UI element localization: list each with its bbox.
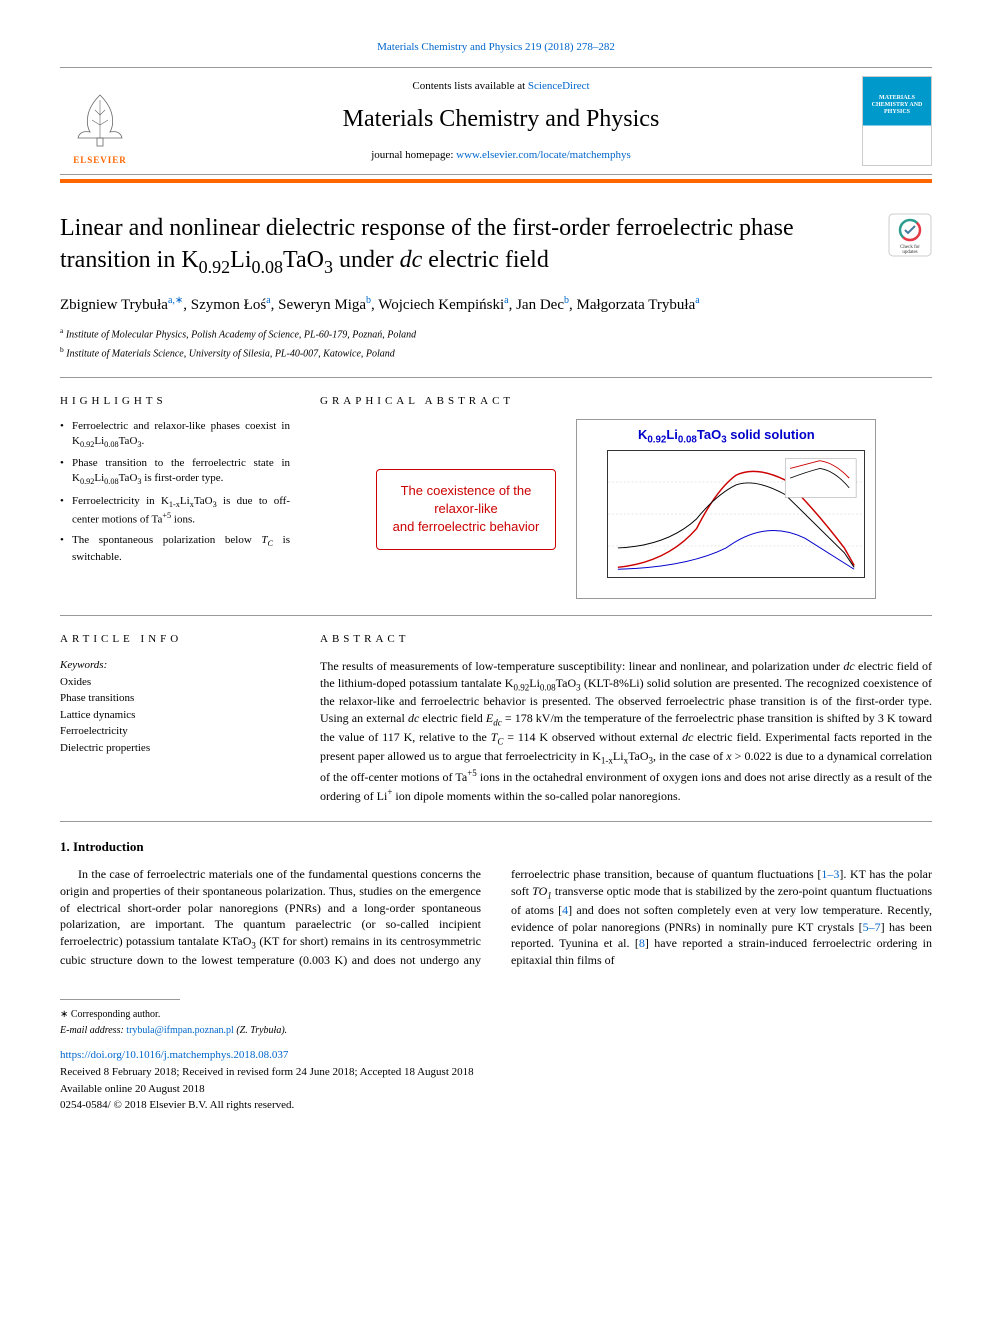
journal-header: ELSEVIER Contents lists available at Sci… [60,67,932,175]
author-affil-link[interactable]: a,∗ [168,295,183,306]
online-line: Available online 20 August 2018 [60,1082,932,1097]
ga-box-line: and ferroelectric behavior [393,518,540,536]
orange-divider [60,179,932,183]
footer-separator [60,999,180,1000]
ga-chart: K0.92Li0.08TaO3 solid solution [576,419,876,599]
highlight-item: Ferroelectric and relaxor-like phases co… [60,419,290,450]
doi-line: https://doi.org/10.1016/j.matchemphys.20… [60,1048,932,1063]
graphical-abstract: The coexistence of the relaxor-like and … [320,419,932,599]
highlight-item: The spontaneous polarization below TC is… [60,533,290,564]
article-info-label: ARTICLE INFO [60,632,290,647]
homepage-line: journal homepage: www.elsevier.com/locat… [140,148,862,163]
highlights-row: HIGHLIGHTS Ferroelectric and relaxor-lik… [60,394,932,599]
author-affil-link[interactable]: b [366,295,371,306]
article-title: Linear and nonlinear dielectric response… [60,213,872,278]
info-abstract-row: ARTICLE INFO Keywords: Oxides Phase tran… [60,632,932,805]
divider [60,821,932,822]
keyword: Dielectric properties [60,741,290,756]
author-affil-link[interactable]: b [564,295,569,306]
highlights-label: HIGHLIGHTS [60,394,290,409]
author: Małgorzata Trybułaa [577,297,700,313]
citation-header: Materials Chemistry and Physics 219 (201… [60,40,932,55]
corresponding-author: ∗ Corresponding author. [60,1008,932,1022]
ga-plot-area [607,450,865,578]
highlights-list: Ferroelectric and relaxor-like phases co… [60,419,290,564]
author-affil-link[interactable]: a [695,295,699,306]
affiliation: a Institute of Molecular Physics, Polish… [60,326,932,342]
author: Szymon Łośa [191,297,271,313]
authors-list: Zbigniew Trybułaa,∗, Szymon Łośa, Sewery… [60,293,932,317]
elsevier-tree-icon [70,90,130,150]
author: Wojciech Kempińskia [378,297,508,313]
article-info-column: ARTICLE INFO Keywords: Oxides Phase tran… [60,632,290,805]
keyword: Oxides [60,675,290,690]
copyright-line: 0254-0584/ © 2018 Elsevier B.V. All righ… [60,1098,932,1113]
keywords-label: Keywords: [60,658,290,673]
doi-link[interactable]: https://doi.org/10.1016/j.matchemphys.20… [60,1049,288,1061]
author-affil-link[interactable]: a [504,295,508,306]
abstract-column: ABSTRACT The results of measurements of … [320,632,932,805]
contents-prefix: Contents lists available at [412,80,527,92]
keyword: Ferroelectricity [60,724,290,739]
author-affil-link[interactable]: a [266,295,270,306]
graphical-abstract-column: GRAPHICAL ABSTRACT The coexistence of th… [320,394,932,599]
graphical-abstract-label: GRAPHICAL ABSTRACT [320,394,932,409]
divider [60,377,932,378]
title-text: electric field [422,247,549,273]
highlight-item: Phase transition to the ferroelectric st… [60,456,290,487]
homepage-link[interactable]: www.elsevier.com/locate/matchemphys [456,149,631,161]
title-row: Linear and nonlinear dielectric response… [60,213,932,278]
title-sub: 0.92 [199,256,231,276]
svg-text:updates: updates [902,250,917,255]
introduction-paragraph: In the case of ferroelectric materials o… [60,866,932,969]
title-text: TaO [283,247,324,273]
ga-box-line: relaxor-like [393,500,540,518]
contents-line: Contents lists available at ScienceDirec… [140,79,862,94]
title-sub: 0.08 [251,256,283,276]
ga-chart-title: K0.92Li0.08TaO3 solid solution [577,426,875,447]
ga-box-line: The coexistence of the [393,482,540,500]
citation-link[interactable]: Materials Chemistry and Physics 219 (201… [377,41,615,53]
homepage-prefix: journal homepage: [371,149,456,161]
header-center: Contents lists available at ScienceDirec… [140,79,862,163]
affiliation: b Institute of Materials Science, Univer… [60,345,932,361]
introduction-heading: 1. Introduction [60,838,932,856]
title-italic: dc [400,247,423,273]
highlight-item: Ferroelectricity in K1-xLixTaO3 is due t… [60,494,290,528]
cover-title: MATERIALS CHEMISTRY AND PHYSICS [867,95,927,115]
abstract-text: The results of measurements of low-tempe… [320,658,932,805]
title-text: Li [230,247,251,273]
keyword: Phase transitions [60,691,290,706]
keywords-list: Oxides Phase transitions Lattice dynamic… [60,675,290,756]
check-updates-badge[interactable]: Check for updates [888,213,932,257]
publisher-name: ELSEVIER [73,154,127,167]
title-sub: 3 [324,256,333,276]
publisher-logo: ELSEVIER [60,76,140,166]
email-label: E-mail address: [60,1025,126,1036]
author: Jan Decb [516,297,569,313]
highlights-column: HIGHLIGHTS Ferroelectric and relaxor-lik… [60,394,290,599]
email-suffix: (Z. Trybuła). [234,1025,287,1036]
abstract-label: ABSTRACT [320,632,932,647]
divider [60,615,932,616]
email-line: E-mail address: trybula@ifmpan.poznan.pl… [60,1024,932,1038]
title-text: under [333,247,400,273]
author: Seweryn Migab [278,297,371,313]
body-columns: In the case of ferroelectric materials o… [60,866,932,969]
author: Zbigniew Trybułaa,∗ [60,297,183,313]
dates-line: Received 8 February 2018; Received in re… [60,1065,932,1080]
keyword: Lattice dynamics [60,708,290,723]
email-link[interactable]: trybula@ifmpan.poznan.pl [126,1025,234,1036]
ga-text-box: The coexistence of the relaxor-like and … [376,469,557,550]
sciencedirect-link[interactable]: ScienceDirect [528,80,590,92]
ga-plot-svg [608,451,864,577]
journal-cover-thumbnail: MATERIALS CHEMISTRY AND PHYSICS [862,76,932,166]
journal-name: Materials Chemistry and Physics [140,103,862,137]
